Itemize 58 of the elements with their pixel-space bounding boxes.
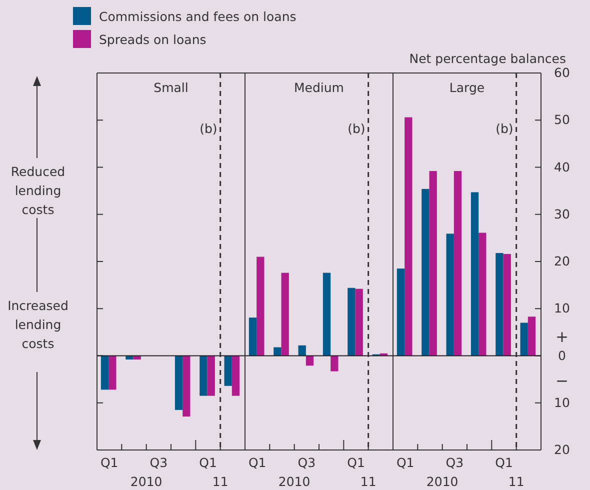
bar bbox=[454, 171, 462, 356]
bar bbox=[274, 347, 282, 356]
bar bbox=[256, 256, 264, 356]
x-tick-label: Q1 bbox=[347, 454, 365, 470]
x-tick-label: Q3 bbox=[150, 454, 168, 470]
text: Medium bbox=[294, 80, 344, 95]
bar bbox=[396, 268, 405, 356]
bar bbox=[470, 192, 479, 356]
x-tick-label: Q1 bbox=[199, 454, 217, 470]
text: 11 bbox=[212, 474, 228, 489]
bar bbox=[348, 288, 356, 356]
text: + bbox=[556, 328, 568, 346]
bar bbox=[281, 272, 289, 356]
text: Large bbox=[449, 80, 485, 95]
text: − bbox=[556, 372, 568, 390]
y-tick-label: 40 bbox=[554, 159, 570, 174]
x-tick-label: Q3 bbox=[298, 454, 316, 470]
y-axis-title: Net percentage balances bbox=[409, 51, 566, 66]
text: 11 bbox=[360, 474, 376, 489]
annotation: (b) bbox=[200, 121, 218, 136]
text: 2010 bbox=[278, 474, 310, 489]
bar bbox=[496, 253, 504, 356]
legend-label: Spreads on loans bbox=[99, 32, 206, 47]
text: Reduced lending costs bbox=[10, 164, 66, 217]
x-tick-label: Q1 bbox=[248, 454, 266, 470]
text: 2010 bbox=[426, 474, 458, 489]
y-tick-label: 60 bbox=[554, 65, 570, 80]
text: Small bbox=[154, 80, 188, 95]
y-tick-label: 0 bbox=[558, 348, 566, 363]
y-tick-label: 10 bbox=[554, 300, 570, 316]
y-tick-label: 50 bbox=[554, 112, 570, 128]
bar bbox=[322, 272, 331, 356]
bar bbox=[503, 254, 511, 356]
bar bbox=[404, 117, 412, 356]
bar bbox=[422, 188, 430, 356]
bar bbox=[248, 318, 257, 356]
bar bbox=[528, 316, 536, 356]
y-tick-label: 20 bbox=[554, 442, 570, 457]
annotation: (b) bbox=[348, 121, 366, 136]
text: 2010 bbox=[130, 474, 162, 489]
bar bbox=[355, 288, 363, 356]
bar bbox=[478, 232, 486, 356]
annotation: (b) bbox=[496, 121, 514, 136]
y-tick-label: 30 bbox=[554, 206, 570, 222]
y-tick-label: 20 bbox=[554, 254, 570, 268]
y-tick-label: 10 bbox=[554, 394, 570, 410]
bar bbox=[429, 171, 437, 356]
bar bbox=[446, 234, 454, 356]
legend-label: Commissions and fees on loans bbox=[99, 9, 296, 24]
bar bbox=[298, 345, 306, 356]
x-tick-label: Q1 bbox=[100, 454, 118, 470]
bar bbox=[520, 322, 528, 356]
bar bbox=[330, 356, 338, 372]
x-tick-label: Q1 bbox=[396, 454, 414, 470]
text: Increased lending costs bbox=[8, 298, 68, 351]
text: 11 bbox=[508, 474, 524, 489]
x-tick-label: Q1 bbox=[495, 454, 513, 470]
x-tick-label: Q3 bbox=[446, 454, 464, 470]
